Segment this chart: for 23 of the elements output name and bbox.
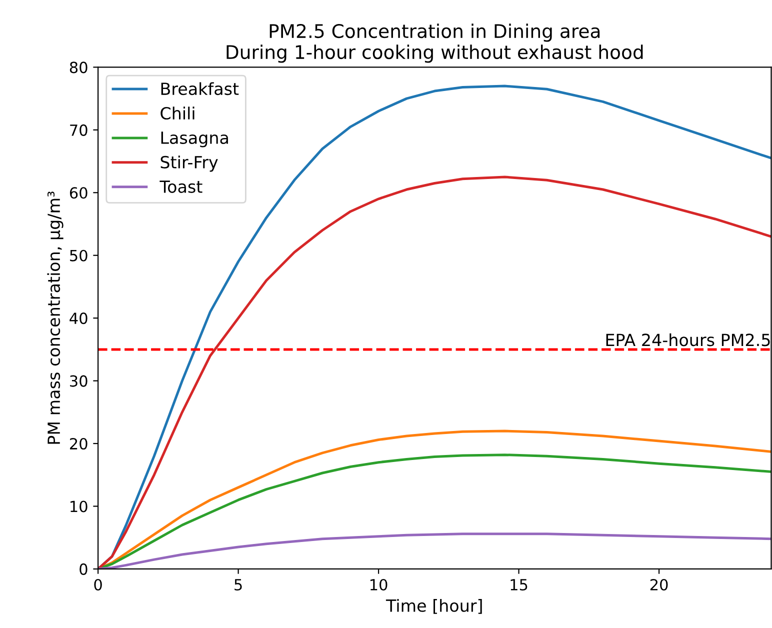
x-tick-label: 20 (650, 578, 668, 591)
x-axis-title: Time [hour] (386, 599, 482, 614)
y-tick-label: 10 (70, 500, 88, 512)
legend-label: Stir-Fry (160, 156, 218, 172)
y-tick-label: 50 (70, 250, 88, 262)
legend-label: Toast (160, 180, 202, 193)
x-tick-label: 15 (510, 579, 528, 591)
chart-title: PM2.5 Concentration in Dining area During 1-hour cooking without exhaust hood (226, 24, 643, 63)
y-tick-label: 80 (70, 62, 88, 74)
y-axis-title: PM mass concentration, μg/m³ (47, 192, 64, 444)
x-tick-label: 0 (94, 578, 102, 591)
y-tick-label: 0 (80, 563, 88, 575)
y-tick-label: 30 (70, 375, 88, 387)
ref-line-label: EPA 24-hours PM2.5 (606, 333, 770, 346)
x-tick-label: 5 (234, 579, 242, 591)
y-tick-label: 60 (70, 187, 88, 199)
y-tick-label: 40 (70, 312, 88, 324)
x-tick-label: 10 (370, 578, 388, 591)
legend-label: Chili (160, 106, 194, 120)
legend-label: Lasagna (161, 132, 228, 148)
legend-label: Breakfast (161, 82, 239, 96)
y-tick-label: 70 (70, 124, 88, 136)
y-tick-label: 20 (70, 438, 88, 450)
